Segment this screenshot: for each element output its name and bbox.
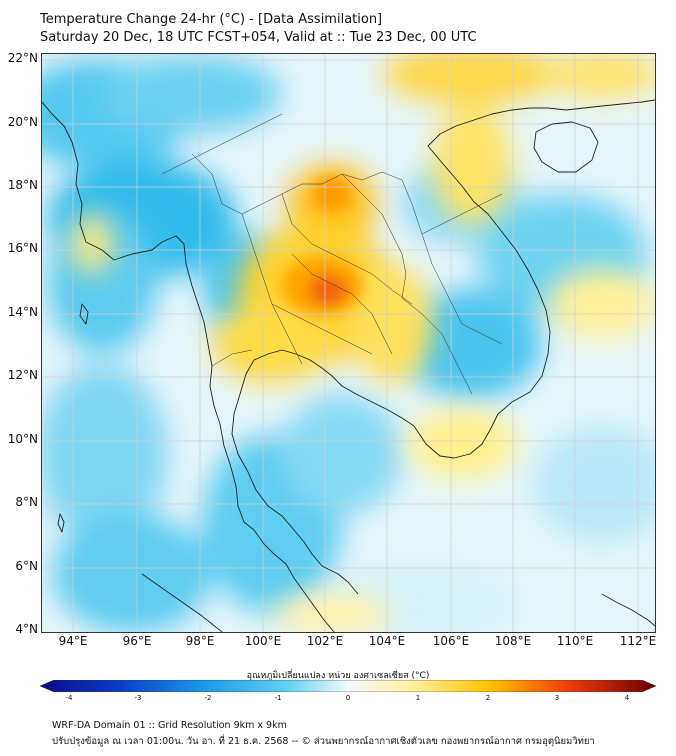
lat-label-18n: 18°N <box>7 178 38 192</box>
map-subtitle: Saturday 20 Dec, 18 UTC FCST+054, Valid … <box>40 30 477 45</box>
warm-anomaly-layer <box>72 54 655 632</box>
lat-label-20n: 20°N <box>7 115 38 129</box>
lat-label-14n: 14°N <box>7 305 38 319</box>
lon-label-100e: 100°E <box>244 634 282 648</box>
lon-label-94e: 94°E <box>58 634 88 648</box>
lat-label-22n: 22°N <box>7 51 38 65</box>
lon-label-96e: 96°E <box>122 634 152 648</box>
lon-label-110e: 110°E <box>556 634 594 648</box>
lat-label-16n: 16°N <box>7 241 38 255</box>
lon-label-108e: 108°E <box>494 634 532 648</box>
lat-label-10n: 10°N <box>7 432 38 446</box>
colorbar-tick: 3 <box>554 694 560 702</box>
map-title: Temperature Change 24-hr (°C) - [Data As… <box>40 12 383 27</box>
lat-label-8n: 8°N <box>15 495 38 509</box>
footer-credit: ปรับปรุงข้อมูล ณ เวลา 01:00น. วัน อา. ที… <box>52 736 595 747</box>
admin-borders <box>161 113 503 395</box>
temperature-map[interactable] <box>41 53 656 633</box>
colorbar-tick: 0 <box>345 694 351 702</box>
lon-label-112e: 112°E <box>619 634 657 648</box>
colorbar-tick: 2 <box>485 694 491 702</box>
gridlines <box>42 54 655 632</box>
colorbar-tick: 1 <box>415 694 421 702</box>
lon-label-98e: 98°E <box>185 634 215 648</box>
lat-label-12n: 12°N <box>7 368 38 382</box>
lon-label-106e: 106°E <box>432 634 470 648</box>
lat-label-6n: 6°N <box>15 559 38 573</box>
colorbar-tick: 4 <box>624 694 630 702</box>
colorbar-tick: -2 <box>204 694 212 702</box>
colorbar <box>40 680 656 692</box>
colorbar-tick: -4 <box>65 694 73 702</box>
colorbar-tick: -1 <box>274 694 282 702</box>
lat-label-4n: 4°N <box>15 622 38 636</box>
hot-anomaly-core <box>282 176 362 316</box>
lon-label-102e: 102°E <box>306 634 344 648</box>
colorbar-title: อุณหภูมิเปลี่ยนแปลง หน่วย องศาเซลเซียส (… <box>246 671 430 681</box>
lon-label-104e: 104°E <box>368 634 406 648</box>
footer-model-info: WRF-DA Domain 01 :: Grid Resolution 9km … <box>52 720 287 731</box>
colorbar-tick: -3 <box>134 694 142 702</box>
coastlines <box>42 99 655 632</box>
